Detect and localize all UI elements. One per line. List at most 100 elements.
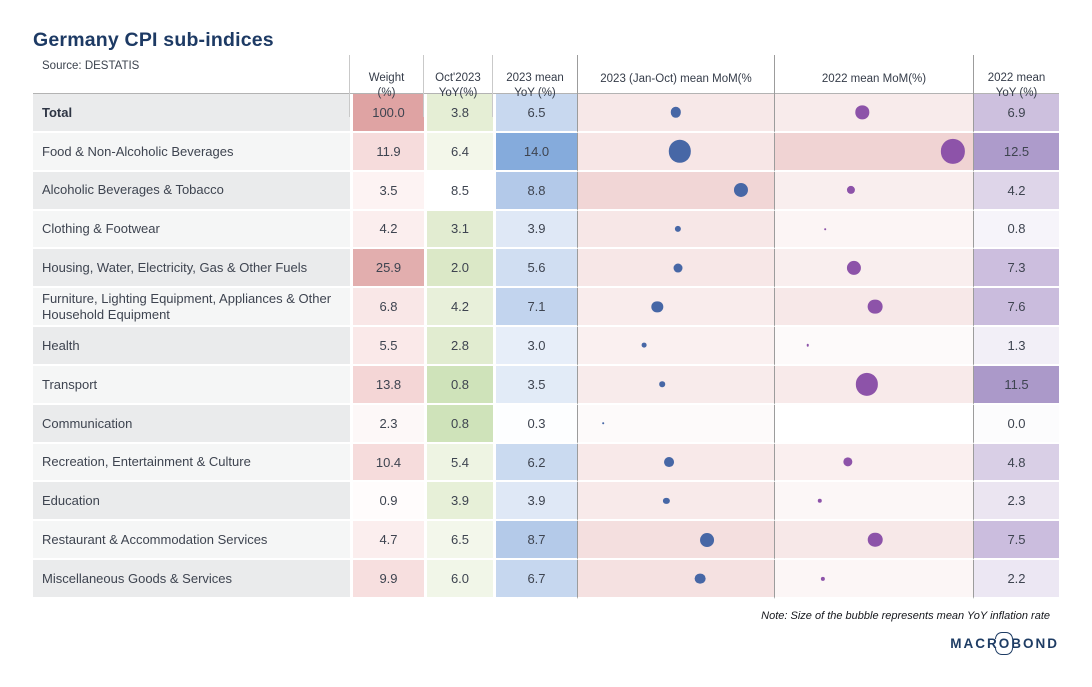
mom2023-chart-cell: [577, 521, 774, 561]
oct2023-yoy-cell: 6.0: [424, 560, 493, 599]
bubble-2023: [734, 183, 749, 198]
mean2022-yoy-cell: 2.3: [973, 482, 1059, 522]
mean2023-yoy-cell: 3.9: [493, 210, 577, 250]
bubble-2023: [651, 300, 664, 313]
logo-text-right: BOND: [1011, 636, 1059, 651]
mom2022-chart-cell: [774, 365, 973, 405]
bubble-2023: [641, 343, 647, 348]
mom2022-chart-cell: [774, 404, 973, 444]
mom2022-chart-cell: [774, 521, 973, 561]
mean2023-yoy-cell: 6.2: [493, 443, 577, 483]
oct2023-yoy-cell: 6.5: [424, 521, 493, 561]
mean2023-yoy-cell: 7.1: [493, 288, 577, 328]
table-header: Source: DESTATIS Weight (%) Oct'2023 YoY…: [33, 55, 1059, 117]
col-header-weight: Weight (%): [350, 55, 424, 117]
category-cell: Miscellaneous Goods & Services: [33, 560, 350, 599]
col-header-mean2023-yoy: 2023 mean YoY (%): [506, 71, 564, 99]
bubble-2023: [602, 422, 604, 424]
mom2022-chart-cell: [774, 482, 973, 522]
mean2022-yoy-cell: 12.5: [973, 132, 1059, 172]
mean2023-yoy-cell: 5.6: [493, 249, 577, 289]
oct2023-yoy-cell: 8.5: [424, 171, 493, 211]
mean2022-yoy-cell: 0.8: [973, 210, 1059, 250]
mean2022-yoy-cell: 7.6: [973, 288, 1059, 328]
mean2022-yoy-cell: 0.0: [973, 404, 1059, 444]
weight-cell: 13.8: [350, 365, 424, 405]
category-cell: Health: [33, 327, 350, 366]
bubble-2022: [940, 139, 966, 164]
weight-cell: 9.9: [350, 560, 424, 599]
oct2023-yoy-cell: 3.8: [424, 94, 493, 133]
cpi-table: Source: DESTATIS Weight (%) Oct'2023 YoY…: [33, 55, 1059, 599]
bubble-2022: [847, 186, 856, 195]
category-cell: Restaurant & Accommodation Services: [33, 521, 350, 561]
oct2023-yoy-cell: 3.1: [424, 210, 493, 250]
mean2023-yoy-cell: 3.5: [493, 365, 577, 405]
table-body: Total 100.0 3.8 6.5 6.9 Food & Non-Alcoholic …: [33, 94, 1059, 599]
category-cell: Alcoholic Beverages & Tobacco: [33, 171, 350, 211]
mom2022-chart-cell: [774, 210, 973, 250]
weight-cell: 10.4: [350, 443, 424, 483]
category-cell: Transport: [33, 365, 350, 405]
logo-text-left: MACR: [950, 636, 999, 651]
mom2022-chart-cell: [774, 171, 973, 211]
mom2022-chart-cell: [774, 327, 973, 366]
bubble-2023: [673, 263, 683, 273]
mom2023-chart-cell: [577, 210, 774, 250]
mom2023-chart-cell: [577, 171, 774, 211]
bubble-2023: [668, 140, 692, 163]
mean2023-yoy-cell: 6.5: [493, 94, 577, 133]
bubble-2022: [855, 105, 869, 120]
mom2023-chart-cell: [577, 327, 774, 366]
macrobond-logo: MACROBOND: [950, 632, 1059, 655]
weight-cell: 25.9: [350, 249, 424, 289]
mean2022-yoy-cell: 7.3: [973, 249, 1059, 289]
mom2023-chart-cell: [577, 365, 774, 405]
mean2023-yoy-cell: 0.3: [493, 404, 577, 444]
mean2022-yoy-cell: 6.9: [973, 94, 1059, 133]
mean2023-yoy-cell: 8.8: [493, 171, 577, 211]
oct2023-yoy-cell: 5.4: [424, 443, 493, 483]
oct2023-yoy-cell: 0.8: [424, 365, 493, 405]
category-cell: Housing, Water, Electricity, Gas & Other…: [33, 249, 350, 289]
chart-2022-title: 2022 mean MoM(%): [821, 72, 927, 85]
mom2023-chart-cell: [577, 249, 774, 289]
mom2022-chart-cell: [774, 443, 973, 483]
mean2023-yoy-cell: 14.0: [493, 132, 577, 172]
category-cell: Total: [33, 94, 350, 133]
mean2022-yoy-cell: 2.2: [973, 560, 1059, 599]
weight-cell: 2.3: [350, 404, 424, 444]
weight-cell: 6.8: [350, 288, 424, 328]
mom2023-chart-cell: [577, 404, 774, 444]
source-label: Source: DESTATIS: [33, 55, 350, 117]
mom2022-chart-cell: [774, 249, 973, 289]
page-title: Germany CPI sub-indices: [33, 29, 274, 51]
weight-cell: 5.5: [350, 327, 424, 366]
bubble-2022: [868, 299, 883, 315]
mom2023-chart-cell: [577, 132, 774, 172]
oct2023-yoy-cell: 6.4: [424, 132, 493, 172]
oct2023-yoy-cell: 0.8: [424, 404, 493, 444]
weight-cell: 3.5: [350, 171, 424, 211]
weight-cell: 4.2: [350, 210, 424, 250]
oct2023-yoy-cell: 2.8: [424, 327, 493, 366]
mean2022-yoy-cell: 11.5: [973, 365, 1059, 405]
bubble-2022: [855, 373, 878, 396]
bubble-2022: [868, 532, 883, 547]
mom2023-chart-cell: [577, 94, 774, 133]
mom2022-chart-cell: [774, 94, 973, 133]
bubble-2023: [663, 497, 670, 504]
mean2023-yoy-cell: 8.7: [493, 521, 577, 561]
bubble-2023: [670, 107, 681, 118]
mom2022-chart-cell: [774, 288, 973, 328]
bubble-2023: [663, 457, 674, 467]
bubble-2022: [846, 260, 861, 275]
mom2023-chart-cell: [577, 482, 774, 522]
bubble-2022: [817, 498, 822, 504]
mom2023-chart-cell: [577, 560, 774, 599]
mean2023-yoy-cell: 3.9: [493, 482, 577, 522]
bubble-2022: [820, 576, 826, 581]
mom2023-chart-cell: [577, 443, 774, 483]
weight-cell: 11.9: [350, 132, 424, 172]
